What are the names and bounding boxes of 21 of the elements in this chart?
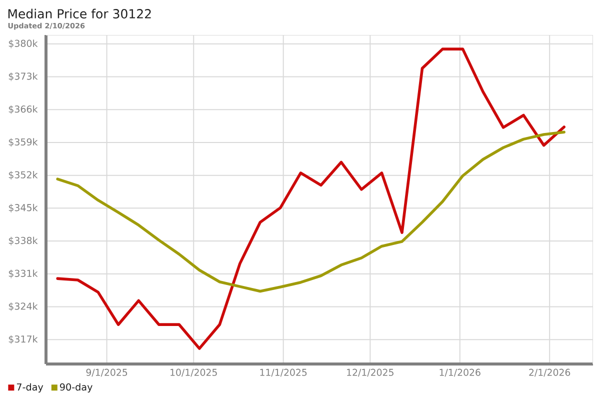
y-tick-label: $366k (8, 105, 38, 114)
y-tick-label: $324k (8, 302, 38, 312)
y-tick-label: $345k (8, 204, 38, 212)
chart-title: Median Price for 30122 (8, 8, 151, 18)
x-tick-label: 10/1/2025 (170, 368, 217, 377)
x-tick-label: 1/1/2026 (440, 368, 480, 377)
x-tick-label: 11/1/2025 (260, 368, 307, 377)
y-tick-label: $380k (8, 40, 38, 48)
y-tick-label: $317k (8, 335, 38, 344)
x-tick-label: 2/1/2026 (529, 368, 570, 377)
legend-label: 90-day (60, 383, 92, 392)
y-tick-label: $359k (8, 138, 38, 147)
y-tick-label: $331k (8, 270, 38, 278)
y-tick-label: $338k (8, 236, 38, 246)
x-tick-label: 9/1/2025 (86, 368, 128, 377)
y-tick-label: $352k (8, 171, 38, 180)
x-tick-label: 12/1/2025 (347, 368, 394, 377)
line-series (56, 48, 566, 350)
line-series (56, 130, 566, 293)
y-tick-label: $373k (8, 72, 38, 82)
legend-label: 7-day (16, 383, 44, 392)
